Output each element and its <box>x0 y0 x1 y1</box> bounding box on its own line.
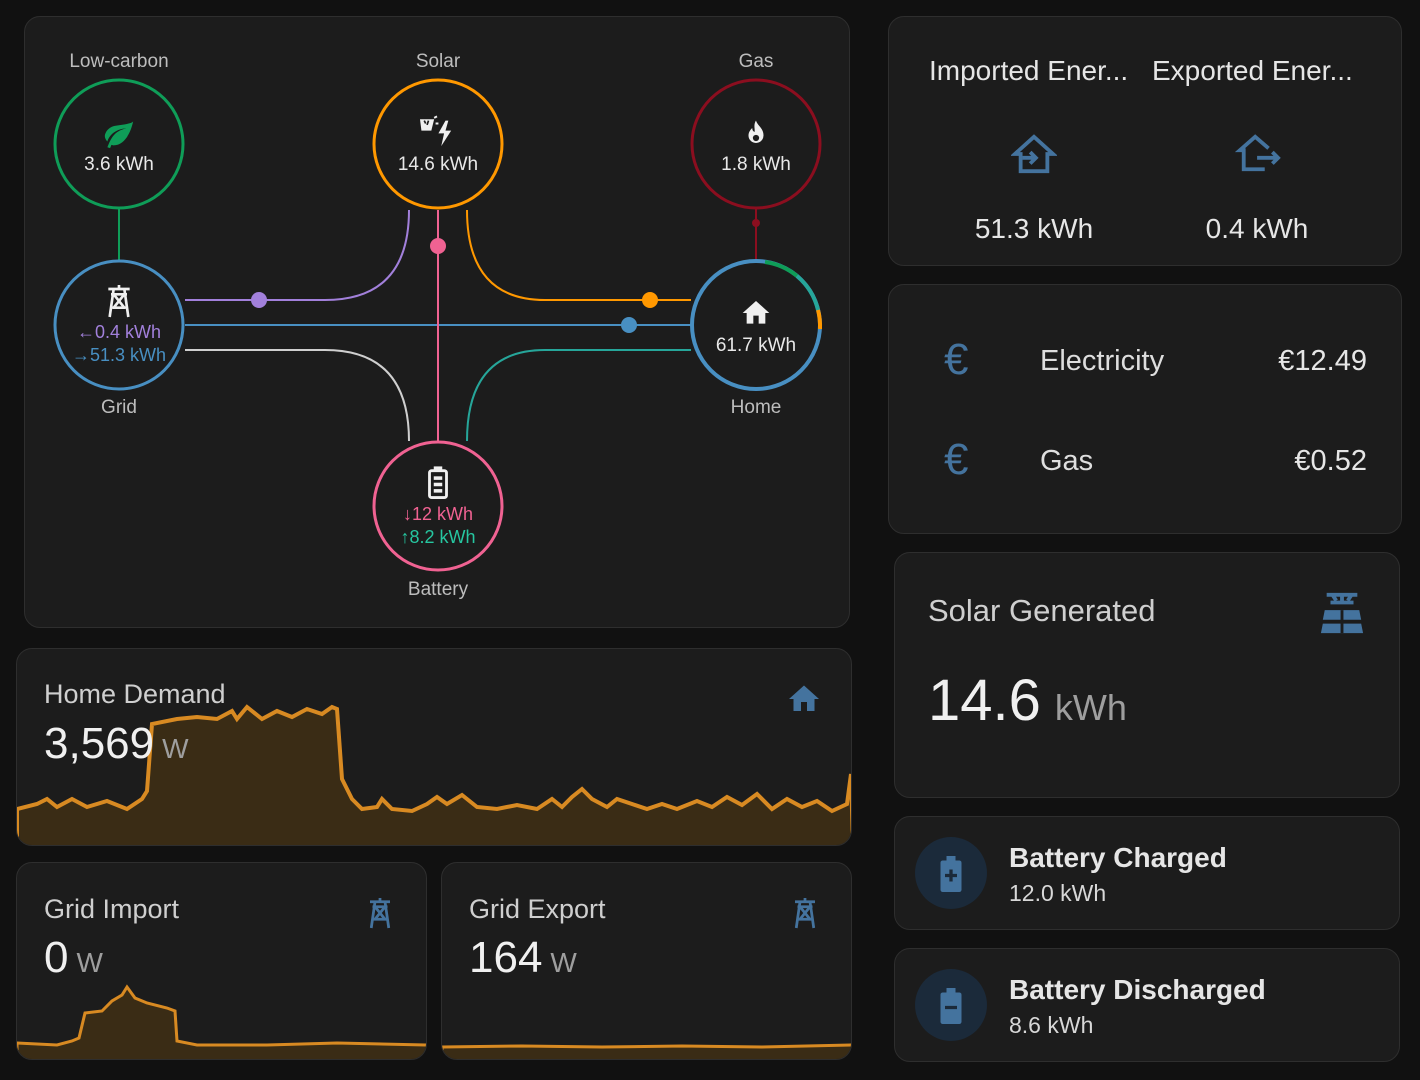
costs-card: € Electricity €12.49 € Gas €0.52 <box>888 284 1402 534</box>
battery-plus-icon <box>940 856 962 892</box>
battery-discharged-card[interactable]: Battery Discharged 8.6 kWh <box>894 948 1400 1062</box>
solar-generated-value: 14.6 <box>928 668 1041 733</box>
home-demand-line <box>17 704 851 845</box>
battery-label: Battery <box>407 579 469 600</box>
solar-label: Solar <box>415 51 461 72</box>
battery-out-value: ↑8.2 kWh <box>400 527 476 547</box>
imported-energy-value: 51.3 kWh <box>974 213 1094 244</box>
home-icon <box>742 301 770 324</box>
solar-generated-unit: kWh <box>1054 687 1127 728</box>
cost-value-gas: €0.52 <box>1294 445 1367 477</box>
transmission-tower-icon <box>369 898 391 929</box>
solar-generated-name: Solar Generated <box>928 593 1156 628</box>
battery-in-value: ↓12 kWh <box>402 504 474 524</box>
grid-import-name: Grid Import <box>44 894 180 924</box>
euro-icon: € <box>944 335 969 384</box>
solar-generated-value-wrap: 14.6 kWh <box>928 667 1127 734</box>
grid-node <box>53 259 185 391</box>
grid-import-line <box>17 984 426 1059</box>
home-segment-battery <box>795 274 820 311</box>
low-carbon-label: Low-carbon <box>69 51 169 72</box>
cost-value-electricity: €12.49 <box>1278 345 1367 377</box>
exported-energy-value: 0.4 kWh <box>1205 213 1309 244</box>
home-demand-name: Home Demand <box>44 679 226 709</box>
battery-node <box>372 440 504 572</box>
imported-energy-label: Imported Ener... <box>929 55 1129 86</box>
grid-import-unit: W <box>76 947 103 978</box>
home-icon <box>789 685 819 711</box>
cost-label-gas: Gas <box>1040 445 1094 477</box>
gas-label: Gas <box>738 51 774 72</box>
home-segment-solar <box>816 309 823 330</box>
home-demand-graph <box>17 704 851 845</box>
battery-discharged-value: 8.6 kWh <box>1009 1012 1094 1038</box>
home-demand-value: 3,569 <box>44 719 155 768</box>
transmission-tower-icon <box>794 898 816 929</box>
home-export-icon[interactable] <box>1235 133 1283 175</box>
low-carbon-value: 3.6 kWh <box>84 154 154 175</box>
grid-export-name: Grid Export <box>469 894 606 924</box>
exported-energy-label: Exported Ener... <box>1152 55 1353 86</box>
home-label: Home <box>730 397 782 418</box>
flow-dot-solar-grid <box>251 292 267 308</box>
grid-export-value-wrap: 164 W <box>469 933 577 983</box>
leaf-icon <box>104 121 134 149</box>
solar-value: 14.6 kWh <box>397 154 479 175</box>
grid-import-graph <box>17 984 426 1059</box>
flow-dot-solar-home <box>642 292 658 308</box>
gas-node <box>690 78 822 210</box>
home-demand-value-wrap: 3,569 W <box>44 719 189 769</box>
flow-dot-grid-home <box>621 317 637 333</box>
cost-row-electricity[interactable]: € Electricity €12.49 <box>889 329 1401 399</box>
home-demand-unit: W <box>162 733 189 764</box>
energy-flow-card: Low-carbon Solar Gas Grid Home Battery 3… <box>24 16 850 628</box>
home-segment-low-carbon <box>764 260 799 278</box>
battery-charged-name: Battery Charged <box>1009 842 1227 873</box>
energy-summary-card: Imported Ener... Exported Ener... 51.3 k… <box>888 16 1402 266</box>
solar-node <box>372 78 504 210</box>
battery-icon <box>428 466 448 499</box>
home-value: 61.7 kWh <box>715 335 797 356</box>
cost-row-gas[interactable]: € Gas €0.52 <box>889 429 1401 499</box>
cost-label-electricity: Electricity <box>1040 345 1165 377</box>
transmission-tower-icon <box>108 285 130 318</box>
grid-export-graph <box>442 1043 851 1059</box>
fire-icon <box>748 120 764 143</box>
flow-line-solar-home <box>466 209 691 301</box>
solar-generated-card[interactable]: Solar Generated 14.6 kWh <box>894 552 1400 798</box>
home-demand-card[interactable]: Home Demand 3,569 W <box>16 648 852 846</box>
grid-import-value: 0 <box>44 933 69 982</box>
grid-export-value: ←0.4 kWh <box>76 322 162 342</box>
gas-value: 1.8 kWh <box>721 154 791 175</box>
battery-minus-icon <box>940 988 962 1024</box>
flow-line-solar-grid <box>185 209 410 301</box>
solar-power-icon <box>420 115 452 147</box>
battery-charged-value: 12.0 kWh <box>1009 880 1107 906</box>
grid-export-line <box>442 1043 851 1059</box>
flow-line-battery-home <box>466 349 691 442</box>
home-import-icon[interactable] <box>1011 133 1057 175</box>
flow-dot-solar-battery <box>430 238 446 254</box>
flow-line-grid-battery <box>185 349 410 442</box>
grid-export-unit: W <box>550 947 577 978</box>
battery-discharged-name: Battery Discharged <box>1009 974 1266 1005</box>
battery-charged-card[interactable]: Battery Charged 12.0 kWh <box>894 816 1400 930</box>
flow-dot-gas <box>752 219 760 227</box>
grid-label: Grid <box>101 397 137 418</box>
grid-import-value: →51.3 kWh <box>71 345 167 365</box>
grid-export-value: 164 <box>469 933 543 982</box>
solar-panel-icon <box>1320 592 1364 634</box>
grid-export-card[interactable]: Grid Export 164 W <box>441 862 852 1060</box>
euro-icon: € <box>944 435 969 484</box>
